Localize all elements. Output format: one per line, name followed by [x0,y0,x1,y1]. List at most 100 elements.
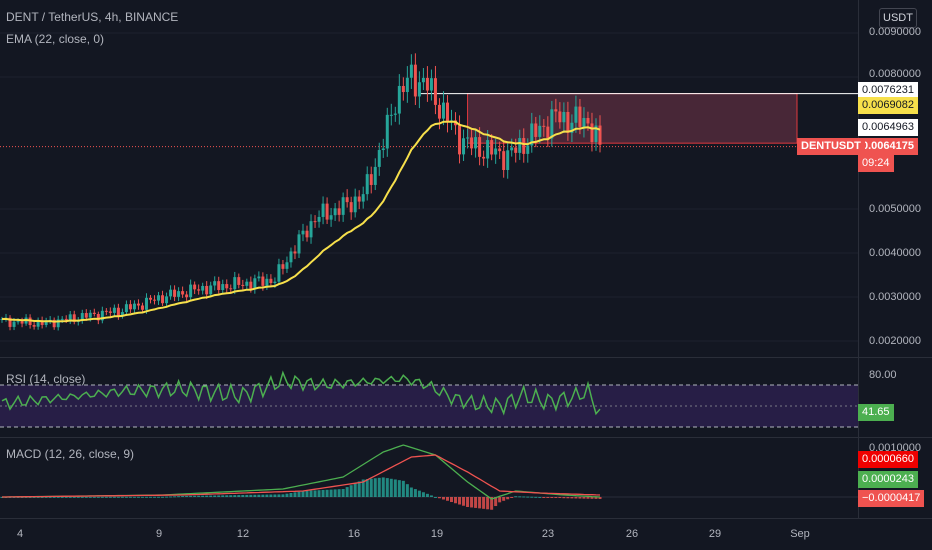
candle-body [225,284,229,289]
candle-body [522,138,526,154]
macd-histogram-bar [341,489,345,497]
macd-histogram-bar [84,496,88,498]
macd-histogram-bar [221,495,225,497]
price-tag-last: 0.0064175 [858,138,918,155]
macd-histogram-bar [229,495,233,497]
macd-histogram-bar [321,490,325,497]
macd-histogram-bar [68,496,72,498]
price-tick: 0.0080000 [869,68,921,80]
macd-histogram-bar [466,497,470,507]
macd-histogram-bar [225,495,229,497]
macd-histogram-bar [345,487,349,497]
price-chart-canvas[interactable] [0,0,858,357]
candle-body [502,151,506,170]
rsi-canvas[interactable] [0,358,858,437]
candle-body [377,150,381,167]
macd-histogram-bar [48,496,52,498]
candle-body [261,276,265,286]
macd-histogram-bar [349,485,353,497]
candle-body [389,114,393,116]
candle-body [56,319,60,328]
macd-histogram-bar [269,494,273,497]
candle-body [281,264,285,269]
macd-histogram-bar [104,496,108,498]
candle-body [193,284,197,290]
candle-body [405,77,409,93]
candle-body [542,125,546,127]
candle-body [289,251,293,263]
candle-body [120,312,124,316]
candle-body [486,140,490,159]
macd-line-tag: 0.0000243 [858,471,918,488]
macd-histogram-bar [289,493,293,497]
macd-histogram-bar [574,497,578,499]
macd-histogram-bar [80,496,84,498]
macd-histogram-bar [293,492,297,497]
macd-histogram-bar [510,497,514,498]
macd-histogram-bar [201,495,205,497]
rsi-axis[interactable]: 80.00 [858,358,932,437]
macd-histogram-bar [100,496,104,498]
pane-divider[interactable] [0,437,932,438]
candle-body [213,281,217,286]
macd-histogram-bar [353,483,357,497]
macd-histogram-bar [24,496,28,498]
candle-body [44,320,48,325]
macd-histogram-bar [421,492,425,497]
macd-histogram-bar [522,496,526,498]
time-label: 26 [625,528,639,540]
macd-histogram-bar [502,497,506,501]
macd-histogram-bar [153,496,157,498]
macd-histogram-bar [64,496,68,498]
macd-histogram-bar [454,497,458,504]
candle-body [393,113,397,115]
currency-button[interactable]: USDT [879,8,917,28]
macd-histogram-bar [462,497,466,506]
macd-histogram-bar [257,494,261,497]
macd-histogram-bar [28,496,32,498]
macd-histogram-bar [337,489,341,497]
macd-histogram-bar [60,496,64,498]
macd-histogram-bar [245,494,249,497]
candle-body [128,304,132,310]
rsi-line [1,370,601,416]
candle-body [189,284,193,298]
macd-histogram-bar [237,495,241,497]
macd-histogram-bar [534,496,538,498]
price-tag-high: 0.0076231 [858,82,918,99]
candle-body [373,166,377,185]
macd-histogram-bar [233,495,237,497]
macd-histogram-bar [181,496,185,497]
candle-body [177,291,181,297]
macd-histogram-bar [482,497,486,509]
candle-body [265,278,269,286]
rsi-pane[interactable]: RSI (14, close) [0,358,858,437]
candle-body [433,78,437,105]
candle-body [417,82,421,97]
macd-histogram-bar [301,491,305,497]
price-chart-pane[interactable]: DENT / TetherUS, 4h, BINANCE EMA (22, cl… [0,0,858,357]
candle-body [566,111,570,133]
price-tick: 0.0030000 [869,291,921,303]
candle-body [353,196,357,213]
macd-histogram-bar [285,493,289,497]
macd-pane[interactable]: MACD (12, 26, close, 9) [0,438,858,518]
macd-histogram-bar [241,495,245,497]
candle-body [277,264,281,282]
candle-body [173,289,177,297]
candle-body [530,123,534,146]
candle-body [397,85,401,114]
price-axis[interactable]: USDT 0.0090000 0.0080000 0.0050000 0.004… [858,0,932,357]
macd-histogram-bar [169,496,173,498]
macd-histogram-bar [132,496,136,498]
candle-body [349,202,353,213]
candle-body [205,285,209,295]
pane-divider[interactable] [0,357,932,358]
macd-histogram-bar [305,490,309,497]
macd-histogram-bar [393,479,397,497]
candle-body [237,277,241,285]
macd-histogram-bar [546,497,550,498]
symbol-tag: DENTUSDT [797,138,865,155]
macd-canvas[interactable] [0,438,858,518]
candle-body [20,321,24,324]
